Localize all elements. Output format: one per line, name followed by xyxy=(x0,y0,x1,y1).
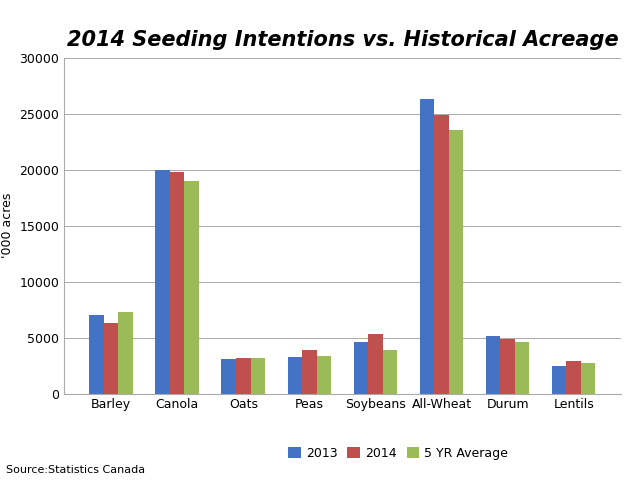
Bar xyxy=(552,366,566,394)
Bar xyxy=(250,358,265,394)
Y-axis label: '000 acres: '000 acres xyxy=(1,193,13,258)
Bar xyxy=(354,342,368,394)
Bar xyxy=(104,323,118,394)
Bar xyxy=(500,339,515,394)
Bar xyxy=(486,336,500,394)
Bar xyxy=(449,131,463,394)
Bar xyxy=(420,99,435,394)
Bar xyxy=(236,358,250,394)
Bar xyxy=(515,342,529,394)
Title: 2014 Seeding Intentions vs. Historical Acreage: 2014 Seeding Intentions vs. Historical A… xyxy=(67,31,618,50)
Bar xyxy=(383,350,397,394)
Legend: 2013, 2014, 5 YR Average: 2013, 2014, 5 YR Average xyxy=(288,447,508,460)
Bar xyxy=(302,350,317,394)
Bar xyxy=(566,361,581,394)
Bar xyxy=(184,181,199,394)
Bar xyxy=(170,172,184,394)
Text: Source:Statistics Canada: Source:Statistics Canada xyxy=(6,465,145,475)
Bar xyxy=(156,169,170,394)
Bar xyxy=(118,312,133,394)
Bar xyxy=(368,334,383,394)
Bar xyxy=(581,363,595,394)
Bar xyxy=(435,115,449,394)
Bar xyxy=(90,315,104,394)
Bar xyxy=(287,357,302,394)
Bar xyxy=(317,356,331,394)
Bar xyxy=(221,359,236,394)
